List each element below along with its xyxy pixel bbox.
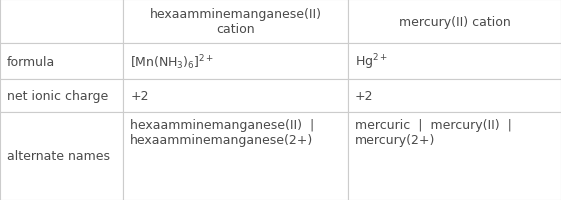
Bar: [0, 80, 123, 112]
Text: [Mn(NH$_3$)$_6$]$^{2+}$: [Mn(NH$_3$)$_6$]$^{2+}$: [130, 53, 214, 71]
Bar: [123, 80, 348, 112]
Bar: [348, 0, 561, 44]
Bar: [123, 112, 348, 200]
Text: net ionic charge: net ionic charge: [7, 90, 108, 102]
Text: alternate names: alternate names: [7, 150, 110, 162]
Bar: [0, 44, 123, 80]
Text: +2: +2: [130, 90, 149, 102]
Bar: [348, 80, 561, 112]
Bar: [348, 44, 561, 80]
Text: hexaamminemanganese(II)  |
hexaamminemanganese(2+): hexaamminemanganese(II) | hexaamminemang…: [130, 118, 314, 146]
Bar: [123, 0, 348, 44]
Text: mercuric  |  mercury(II)  |
mercury(2+): mercuric | mercury(II) | mercury(2+): [355, 118, 512, 146]
Text: Hg$^{2+}$: Hg$^{2+}$: [355, 52, 388, 72]
Bar: [0, 0, 123, 44]
Text: formula: formula: [7, 56, 55, 68]
Bar: [123, 44, 348, 80]
Bar: [0, 112, 123, 200]
Bar: [348, 112, 561, 200]
Text: mercury(II) cation: mercury(II) cation: [398, 16, 511, 28]
Text: hexaamminemanganese(II)
cation: hexaamminemanganese(II) cation: [150, 8, 321, 36]
Text: +2: +2: [355, 90, 373, 102]
